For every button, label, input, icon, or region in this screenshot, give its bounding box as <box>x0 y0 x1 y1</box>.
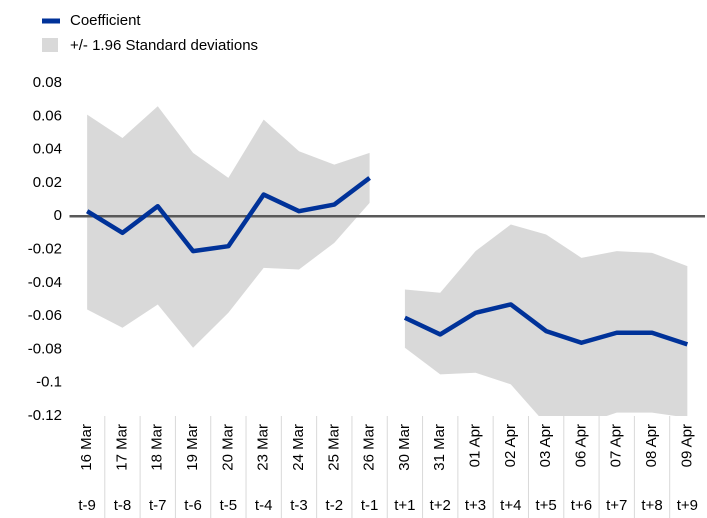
x-tick-label: 07 Apr <box>608 424 625 467</box>
period-label: t-1 <box>361 497 379 514</box>
x-tick-label: 16 Mar <box>78 424 95 471</box>
x-tick-label: 18 Mar <box>149 424 166 471</box>
period-label: t+5 <box>535 497 556 514</box>
period-label: t+8 <box>641 497 662 514</box>
x-tick-label: 17 Mar <box>113 424 130 471</box>
period-label: t+9 <box>677 497 698 514</box>
period-label: t-5 <box>220 497 238 514</box>
period-label: t+6 <box>571 497 592 514</box>
x-tick-label: 06 Apr <box>572 424 589 467</box>
period-label: t-6 <box>184 497 202 514</box>
x-tick-label: 30 Mar <box>396 424 413 471</box>
y-tick-label: 0.02 <box>33 174 62 191</box>
sd-band <box>404 224 688 416</box>
x-tick-label: 31 Mar <box>431 424 448 471</box>
period-label: t-4 <box>255 497 273 514</box>
legend-label: +/- 1.96 Standard deviations <box>70 37 258 54</box>
y-tick-label: -0.12 <box>28 407 62 424</box>
y-tick-label: 0.08 <box>33 74 62 91</box>
legend-swatch <box>42 38 58 52</box>
period-label: t+3 <box>465 497 486 514</box>
coefficient-line <box>403 302 689 347</box>
x-tick-label: 25 Mar <box>325 424 342 471</box>
coefficient-line <box>85 176 371 254</box>
y-tick-label: -0.02 <box>28 240 62 257</box>
x-tick-label: 02 Apr <box>502 424 519 467</box>
x-tick-label: 03 Apr <box>537 424 554 467</box>
period-label: t+4 <box>500 497 521 514</box>
y-tick-label: 0.04 <box>33 141 62 158</box>
x-tick-label: 20 Mar <box>219 424 236 471</box>
x-tick-label: 23 Mar <box>255 424 272 471</box>
period-label: t-3 <box>290 497 308 514</box>
y-tick-label: -0.1 <box>36 374 62 391</box>
x-tick-label: 09 Apr <box>678 424 695 467</box>
period-label: t+7 <box>606 497 627 514</box>
sd-band <box>87 106 370 348</box>
x-tick-label: 08 Apr <box>643 424 660 467</box>
period-label: t-2 <box>326 497 344 514</box>
period-label: t-8 <box>114 497 132 514</box>
y-tick-label: -0.06 <box>28 307 62 324</box>
period-label: t-7 <box>149 497 167 514</box>
y-tick-label: 0 <box>54 207 62 224</box>
y-tick-label: -0.04 <box>28 274 62 291</box>
bands <box>87 106 688 416</box>
period-label: t+1 <box>394 497 415 514</box>
period-label: t-9 <box>78 497 96 514</box>
x-tick-label: 01 Apr <box>466 424 483 467</box>
period-label: t+2 <box>430 497 451 514</box>
legend-label: Coefficient <box>70 12 141 29</box>
x-tick-label: 24 Mar <box>290 424 307 471</box>
x-tick-label: 19 Mar <box>184 424 201 471</box>
x-tick-label: 26 Mar <box>361 424 378 471</box>
y-tick-label: -0.08 <box>28 340 62 357</box>
y-tick-label: 0.06 <box>33 107 62 124</box>
